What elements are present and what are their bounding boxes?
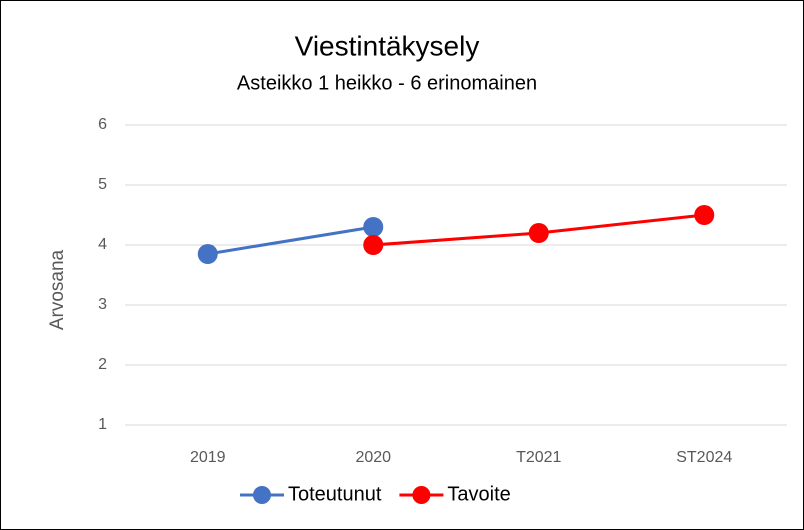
- data-point: [363, 217, 384, 237]
- data-point: [528, 223, 549, 243]
- series-line: [207, 225, 374, 256]
- legend-marker: [253, 486, 271, 504]
- data-point: [197, 244, 218, 264]
- y-axis-label: Arvosana: [47, 249, 68, 330]
- y-tick-label: 4: [98, 236, 107, 253]
- y-tick-label: 1: [98, 416, 107, 433]
- x-tick-label: T2021: [516, 449, 561, 466]
- x-tick-label: 2019: [190, 449, 226, 466]
- chart-title: Viestintäkysely: [295, 30, 480, 61]
- y-tick-label: 5: [98, 176, 107, 193]
- y-tick-label: 3: [98, 296, 107, 313]
- y-tick-label: 2: [98, 356, 107, 373]
- x-tick-label: ST2024: [676, 449, 732, 466]
- legend-label: Tavoite: [447, 483, 510, 505]
- legend-label: Toteutunut: [288, 483, 382, 505]
- chart-subtitle: Asteikko 1 heikko - 6 erinomainen: [237, 72, 537, 94]
- legend-marker: [412, 486, 431, 504]
- x-tick-label: 2020: [355, 449, 391, 466]
- data-point: [363, 235, 384, 255]
- data-point: [694, 205, 715, 225]
- y-tick-label: 6: [98, 116, 107, 133]
